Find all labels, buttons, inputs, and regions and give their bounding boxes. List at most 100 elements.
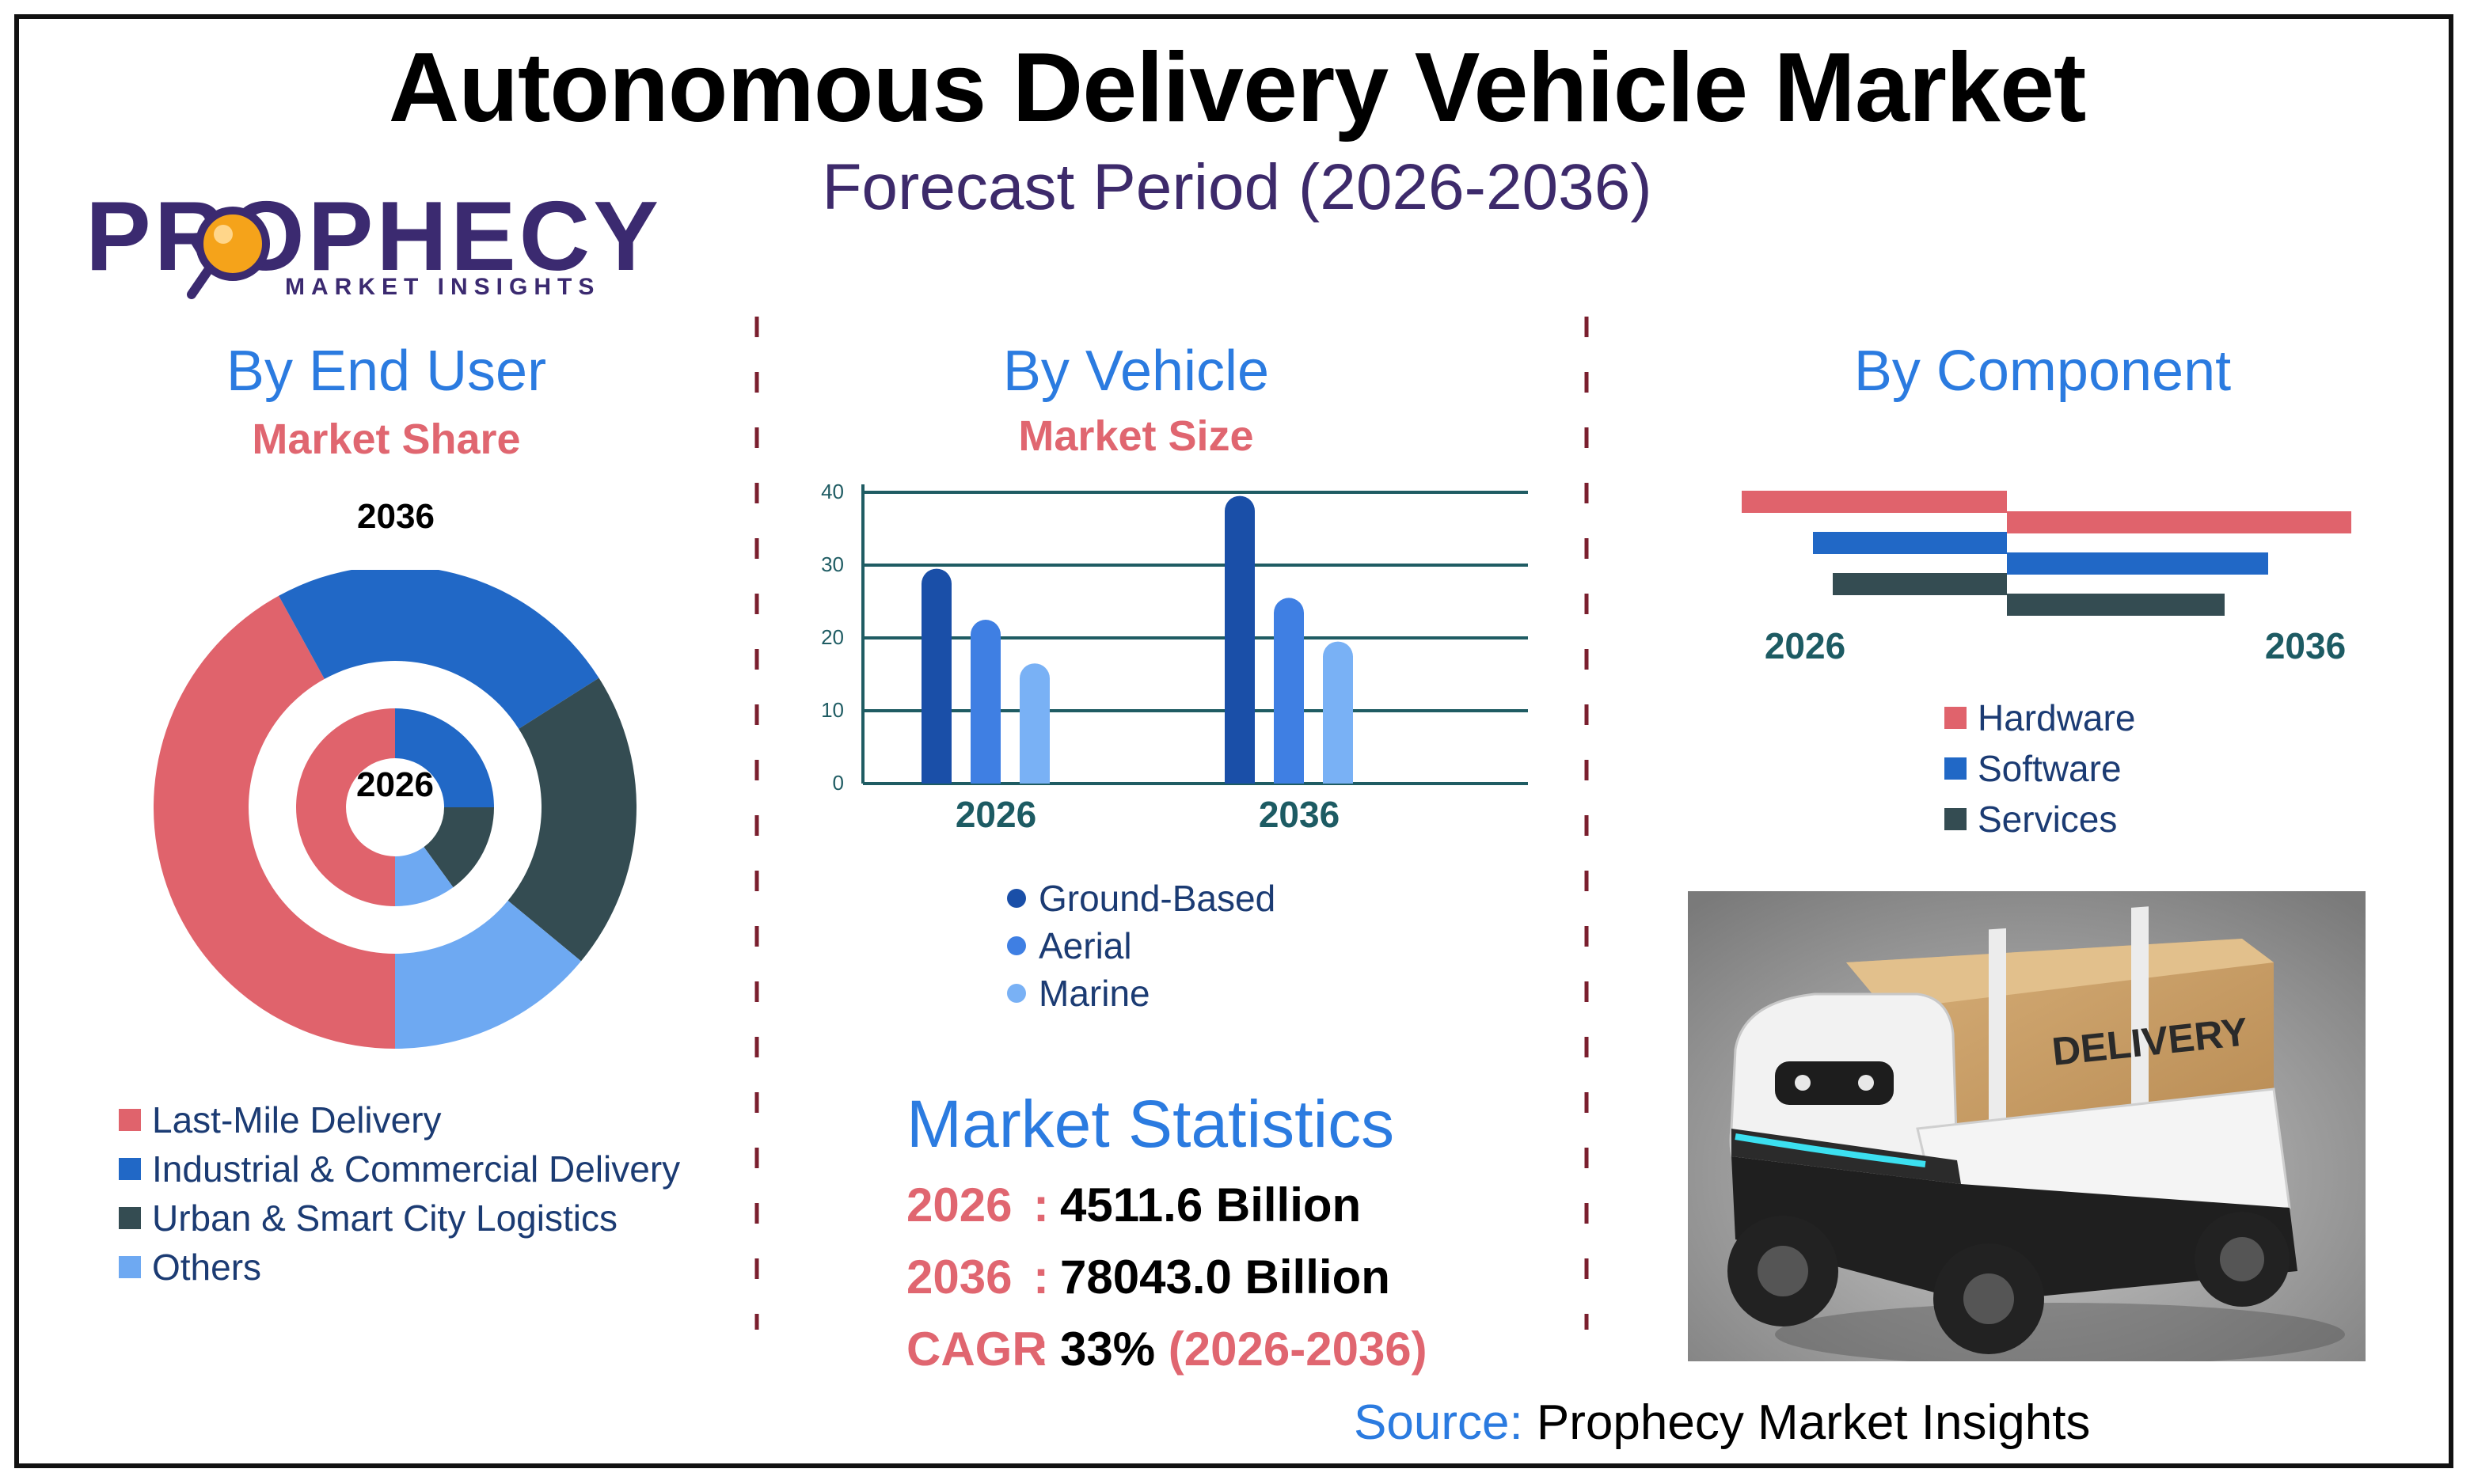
vehicle-title: By Vehicle bbox=[1002, 340, 1270, 403]
component-title: By Component bbox=[1853, 340, 2232, 403]
legend-dot bbox=[1007, 936, 1026, 955]
legend-item: Hardware bbox=[1944, 696, 2135, 739]
stat-colon: : bbox=[1033, 1323, 1049, 1376]
donut-outer-slice bbox=[395, 900, 582, 1049]
stat-colon: : bbox=[1033, 1251, 1049, 1304]
stat-value: 33% bbox=[1060, 1323, 1156, 1376]
bar bbox=[1274, 598, 1304, 784]
y-tick-label: 30 bbox=[821, 552, 844, 576]
hbar-right-bar bbox=[2007, 552, 2268, 575]
hbar-left-bar bbox=[1833, 573, 2007, 595]
bar bbox=[922, 568, 952, 784]
donut-inner-slice bbox=[424, 807, 494, 888]
legend-item: Software bbox=[1944, 747, 2135, 790]
bar bbox=[1323, 641, 1353, 784]
legend-label: Urban & Smart City Logistics bbox=[152, 1197, 618, 1239]
stat-key: 2026 bbox=[906, 1178, 1013, 1232]
hbar-marks bbox=[1742, 491, 2351, 616]
legend-label: Hardware bbox=[1978, 697, 2136, 738]
bar-marks bbox=[922, 495, 1353, 784]
source-label: Source: bbox=[1354, 1395, 1523, 1450]
hbar-left-bar bbox=[1742, 491, 2007, 513]
outer-frame bbox=[14, 14, 2453, 1468]
end-user-legend: Last-Mile Delivery Industrial & Commerci… bbox=[119, 1099, 680, 1289]
stat-row-2036: 2036:78043.0 Billion bbox=[906, 1250, 1427, 1304]
component-bar-chart: 2026 2036 bbox=[1742, 491, 2351, 666]
divider-right bbox=[1584, 317, 1589, 1330]
stat-colon: : bbox=[1033, 1178, 1049, 1232]
legend-item: Marine bbox=[1007, 972, 1275, 1015]
stat-row-2026: 2026:4511.6 Billion bbox=[906, 1178, 1427, 1232]
bar-gridlines bbox=[861, 484, 1528, 785]
donut-inner-slice bbox=[395, 847, 454, 906]
donut-outer-ring bbox=[154, 570, 637, 1049]
logo-text: PROPHECY bbox=[86, 182, 662, 291]
bar-x-ticks: 2026 2036 bbox=[956, 794, 1340, 835]
stat-value: 78043.0 Billion bbox=[1060, 1251, 1390, 1304]
legend-label: Others bbox=[152, 1247, 262, 1288]
vehicle-legend: Ground-Based Aerial Marine bbox=[1007, 877, 1275, 1015]
end-user-subtitle: Market Share bbox=[252, 416, 521, 463]
legend-swatch bbox=[1944, 707, 1967, 729]
y-tick-label: 0 bbox=[833, 771, 844, 795]
stats-title: Market Statistics bbox=[906, 1087, 1395, 1161]
legend-item: Ground-Based bbox=[1007, 877, 1275, 920]
legend-swatch bbox=[1944, 808, 1967, 830]
stats-block: 2026:4511.6 Billion 2036:78043.0 Billion… bbox=[906, 1178, 1427, 1376]
legend-item: Urban & Smart City Logistics bbox=[119, 1197, 680, 1239]
legend-label: Services bbox=[1978, 799, 2118, 840]
vehicle-bar-chart: 0 10 20 30 40 2026 2036 bbox=[821, 480, 1528, 835]
stat-row-cagr: CAGR: 33% (2026-2036) bbox=[906, 1322, 1427, 1376]
donut-outer-label: 2036 bbox=[357, 497, 435, 536]
hbar-left-label: 2026 bbox=[1765, 625, 1845, 666]
component-legend: Hardware Software Services bbox=[1944, 696, 2135, 841]
donut-outer-slice bbox=[154, 595, 395, 1049]
stat-key: CAGR bbox=[906, 1323, 1047, 1376]
end-user-title: By End User bbox=[226, 340, 547, 403]
page-title: Autonomous Delivery Vehicle Market bbox=[388, 33, 2087, 142]
legend-item: Services bbox=[1944, 798, 2135, 841]
legend-label: Software bbox=[1978, 748, 2122, 789]
donut-outer-slice bbox=[507, 677, 637, 962]
donut-chart: 2026 bbox=[154, 570, 637, 1049]
magnifier-icon bbox=[187, 207, 270, 299]
legend-swatch bbox=[119, 1207, 141, 1229]
source-line: Source: Prophecy Market Insights bbox=[1354, 1395, 2090, 1451]
legend-swatch bbox=[119, 1256, 141, 1278]
legend-label: Marine bbox=[1039, 973, 1150, 1014]
legend-swatch bbox=[119, 1109, 141, 1131]
bar-y-ticks: 0 10 20 30 40 bbox=[821, 480, 844, 795]
legend-swatch bbox=[1944, 757, 1967, 780]
legend-label: Aerial bbox=[1039, 925, 1132, 966]
donut-outer-slice bbox=[279, 570, 599, 729]
legend-item: Aerial bbox=[1007, 924, 1275, 967]
bar bbox=[971, 620, 1001, 784]
logo-subtext: MARKET INSIGHTS bbox=[285, 274, 601, 300]
divider-left bbox=[754, 317, 759, 1330]
hbar-right-label: 2036 bbox=[2265, 625, 2346, 666]
stat-extra: (2026-2036) bbox=[1168, 1323, 1427, 1376]
y-tick-label: 40 bbox=[821, 480, 844, 503]
donut-inner-label: 2026 bbox=[356, 765, 434, 804]
hbar-right-bar bbox=[2007, 594, 2225, 616]
source-text: Prophecy Market Insights bbox=[1536, 1395, 2091, 1450]
x-tick-label: 2026 bbox=[956, 794, 1036, 835]
legend-item: Others bbox=[119, 1246, 680, 1289]
legend-dot bbox=[1007, 984, 1026, 1003]
legend-label: Last-Mile Delivery bbox=[152, 1099, 442, 1141]
stat-value: 4511.6 Billion bbox=[1060, 1178, 1362, 1232]
delivery-robot-image: DELIVERY bbox=[1688, 891, 2366, 1361]
donut-inner-slice bbox=[395, 708, 494, 807]
legend-dot bbox=[1007, 889, 1026, 908]
legend-label: Industrial & Commercial Delivery bbox=[152, 1148, 681, 1190]
stat-key: 2036 bbox=[906, 1251, 1013, 1304]
donut-inner-ring bbox=[296, 708, 494, 906]
legend-label: Ground-Based bbox=[1039, 878, 1276, 919]
y-tick-label: 10 bbox=[821, 698, 844, 722]
bar bbox=[1020, 663, 1050, 784]
donut-inner-slice bbox=[296, 708, 395, 906]
y-tick-label: 20 bbox=[821, 625, 844, 649]
x-tick-label: 2036 bbox=[1259, 794, 1340, 835]
bar bbox=[1225, 495, 1255, 784]
legend-item: Last-Mile Delivery bbox=[119, 1099, 680, 1141]
